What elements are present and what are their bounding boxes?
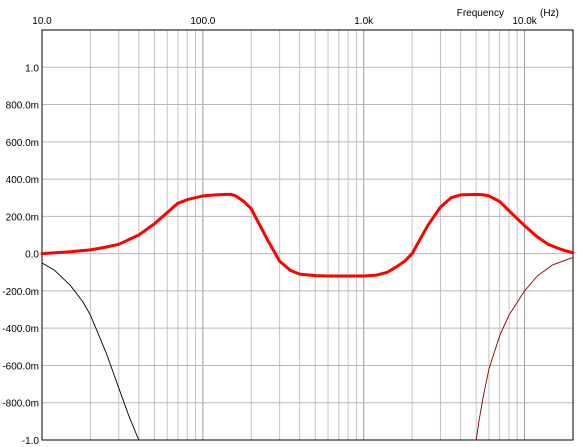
y-tick-label: 200.0m [6,212,39,223]
y-tick-label: 600.0m [6,138,39,149]
y-tick-label: -800.0m [2,399,39,410]
y-tick-label: 0.0 [25,250,39,261]
grid [41,30,574,441]
series-line-3 [475,256,574,441]
x-axis-label: Frequency [457,8,504,19]
x-tick-label: 1.0k [354,16,374,27]
series-line-1 [40,192,575,278]
x-tick-label: 10.0 [32,16,52,27]
y-tick-label: 1.0 [25,63,39,74]
series-layer [40,192,575,441]
x-tick-label: 10.0k [512,16,537,27]
x-axis-ticks: 10.0 100.0 1.0k 10.0k [32,16,538,27]
y-tick-label: 800.0m [6,101,39,112]
series-line-2 [41,262,140,441]
y-tick-label: 400.0m [6,175,39,186]
y-tick-label: -400.0m [2,324,39,335]
y-axis-ticks: 1.0 800.0m 600.0m 400.0m 200.0m 0.0 -200.0m -40… [2,63,39,447]
y-tick-label: -1.0 [22,436,40,447]
y-tick-label: -600.0m [2,361,39,372]
x-axis-unit: (Hz) [540,8,559,19]
x-tick-label: 100.0 [190,16,215,27]
plot-frame [41,29,574,441]
y-tick-label: -200.0m [2,287,39,298]
